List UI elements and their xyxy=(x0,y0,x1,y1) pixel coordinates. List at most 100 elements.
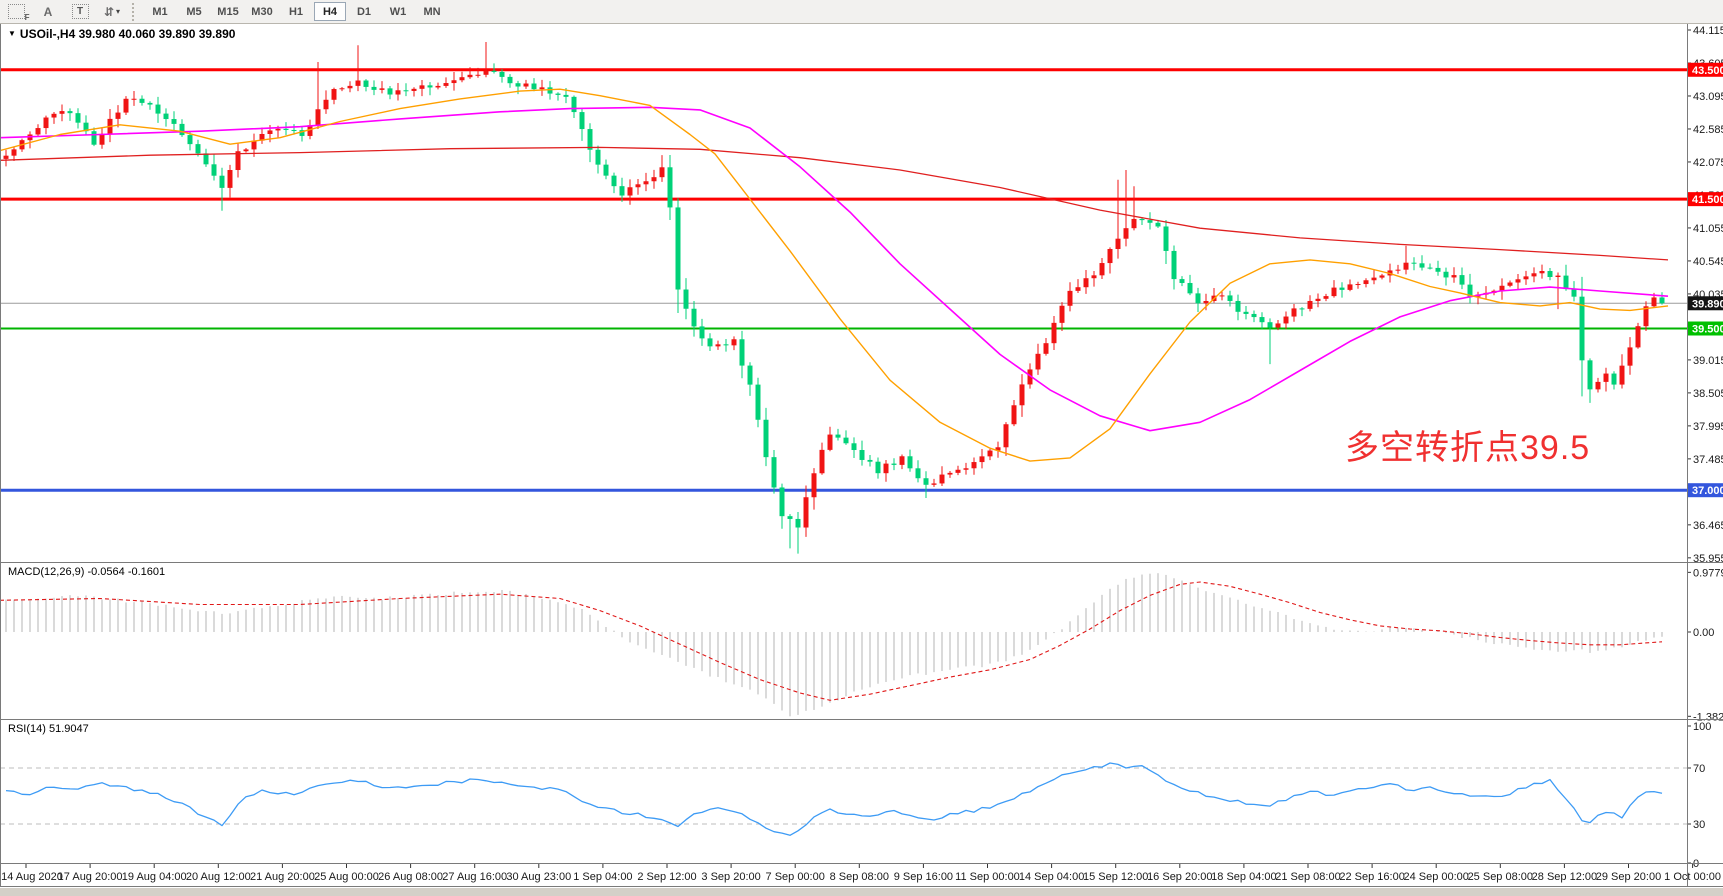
timeframe-button-M5[interactable]: M5 xyxy=(186,5,202,18)
candle-body xyxy=(835,434,841,438)
candle-body xyxy=(1363,280,1369,285)
candle-body xyxy=(411,88,417,91)
candle-body xyxy=(675,207,681,290)
timeframe-button-W1[interactable]: W1 xyxy=(389,5,407,18)
price-tag-text: 41.500 xyxy=(1692,194,1723,206)
candle-body xyxy=(1379,275,1385,278)
rsi-tick-label: 100 xyxy=(1693,721,1711,733)
chart-title: ▼ USOil-,H4 39.980 40.060 39.890 39.890 xyxy=(8,27,235,41)
timeframe-button-D1[interactable]: D1 xyxy=(356,5,372,18)
candle-body xyxy=(1579,296,1585,361)
candle-body xyxy=(1259,317,1265,323)
candle-body xyxy=(251,140,257,150)
candle-body xyxy=(1523,276,1529,280)
candle-body xyxy=(1419,263,1425,268)
timeframe-button-MN[interactable]: MN xyxy=(423,5,441,18)
candle-body xyxy=(899,456,905,465)
candle-body xyxy=(379,88,385,90)
time-tick-label: 9 Sep 16:00 xyxy=(894,871,953,883)
candle-body xyxy=(843,437,849,444)
candle-body xyxy=(635,184,641,188)
candle-body xyxy=(1003,424,1009,448)
candle-body xyxy=(219,175,225,188)
candle-body xyxy=(819,449,825,474)
candle-body xyxy=(227,170,233,188)
candle-body xyxy=(91,131,97,145)
candle-body xyxy=(451,80,457,84)
time-tick-label: 22 Sep 16:00 xyxy=(1339,871,1404,883)
rsi-tick-label: 70 xyxy=(1693,763,1705,775)
candle-body xyxy=(747,365,753,385)
candle-body xyxy=(1155,222,1161,227)
candles xyxy=(3,41,1665,554)
candle-body xyxy=(1147,220,1153,223)
arrow-objects-tool-button[interactable]: ⇵ ▾ xyxy=(97,1,127,22)
candle-body xyxy=(1203,300,1209,304)
symbol-ohlc-text: USOil-,H4 39.980 40.060 39.890 39.890 xyxy=(19,27,236,41)
rsi-panel[interactable] xyxy=(0,762,1687,836)
text-label-tool-button[interactable]: A xyxy=(33,1,63,22)
candle-body xyxy=(555,93,561,95)
macd-signal-line xyxy=(0,581,1663,701)
collapse-triangle-icon[interactable]: ▼ xyxy=(8,29,16,38)
candle-body xyxy=(1019,384,1025,406)
candle-body xyxy=(179,123,185,136)
candle-body xyxy=(723,344,729,346)
candle-body xyxy=(1659,297,1665,304)
candle-body xyxy=(683,289,689,309)
candle-body xyxy=(627,187,633,196)
price-axis[interactable]: 44.11543.60543.09542.58542.07541.56541.0… xyxy=(1687,25,1723,870)
price-tag-bg xyxy=(1688,321,1723,336)
candle-body xyxy=(867,459,873,462)
candle-body xyxy=(115,112,121,119)
candle-body xyxy=(323,99,329,110)
time-tick-label: 7 Sep 00:00 xyxy=(766,871,825,883)
candle-body xyxy=(875,461,881,474)
toolbar: F A T ⇵ ▾ M1 M5 M15 M30 H1 H4 D1 W1 MN xyxy=(0,0,1723,24)
candle-body xyxy=(1267,322,1273,328)
candle-body xyxy=(891,463,897,465)
price-tick-label: 37.485 xyxy=(1693,454,1723,466)
candle-body xyxy=(1035,353,1041,370)
annotation-text: 多空转折点39.5 xyxy=(1345,429,1591,467)
macd-tick-label: 0.00 xyxy=(1693,627,1714,639)
price-tag-43.500: 43.500 xyxy=(1688,62,1723,77)
candle-body xyxy=(131,98,137,100)
candle-body xyxy=(1459,275,1465,285)
price-tag-text: 43.500 xyxy=(1692,65,1723,77)
candle-body xyxy=(739,339,745,366)
price-tag-text: 37.000 xyxy=(1692,485,1723,497)
selection-box-tool-button[interactable]: F xyxy=(1,1,31,22)
rsi-tick-label: 30 xyxy=(1693,819,1705,831)
main-chart-panel[interactable] xyxy=(0,41,1687,554)
candle-body xyxy=(859,450,865,460)
time-tick-label: 30 Aug 23:00 xyxy=(506,871,571,883)
price-tick-label: 39.015 xyxy=(1693,355,1723,367)
candle-body xyxy=(803,497,809,528)
timeframe-button-M1[interactable]: M1 xyxy=(152,5,168,18)
price-tick-label: 40.545 xyxy=(1693,256,1723,268)
price-tag-bg xyxy=(1688,192,1723,207)
candle-body xyxy=(987,450,993,457)
candle-body xyxy=(931,483,937,485)
candle-body xyxy=(187,135,193,145)
timeframe-button-H1[interactable]: H1 xyxy=(288,5,304,18)
candle-body xyxy=(1243,311,1249,314)
candle-body xyxy=(651,177,657,182)
candle-body xyxy=(1467,284,1473,297)
candle-body xyxy=(1067,290,1073,306)
candle-body xyxy=(995,447,1001,451)
candle-body xyxy=(1123,228,1129,239)
timeframe-button-H4[interactable]: H4 xyxy=(314,2,346,21)
candle-body xyxy=(979,456,985,463)
timeframe-button-M30[interactable]: M30 xyxy=(251,5,273,18)
timeframe-button-M15[interactable]: M15 xyxy=(217,5,239,18)
candle-body xyxy=(1371,277,1377,281)
text-box-tool-button[interactable]: T xyxy=(65,1,95,22)
letter-a-icon: A xyxy=(43,4,53,19)
candle-body xyxy=(507,76,513,84)
macd-panel[interactable] xyxy=(0,573,1663,717)
candle-body xyxy=(11,149,17,156)
